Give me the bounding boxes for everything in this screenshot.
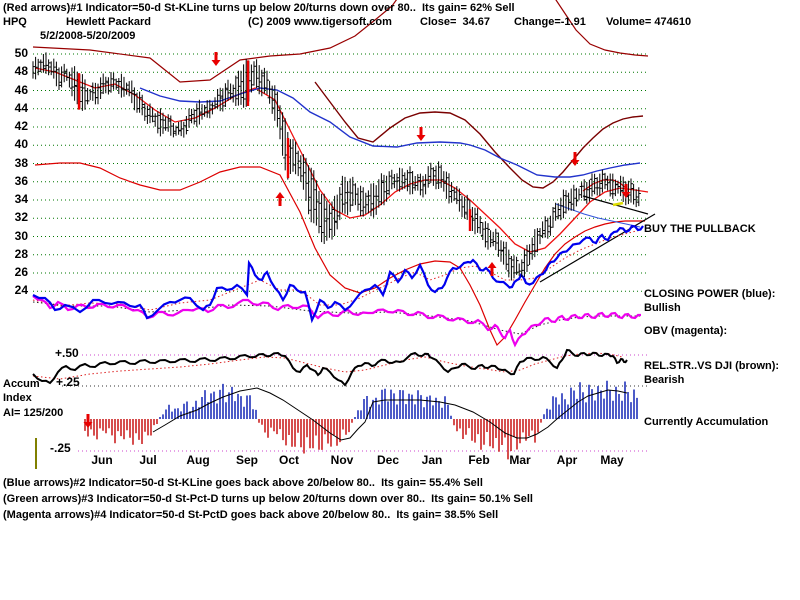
- accum-index-label-2: Index: [3, 392, 32, 404]
- sell-arrow-icon: [416, 135, 426, 141]
- price-axis-label: 28: [14, 246, 28, 261]
- indicator4-caption: (Magenta arrows)#4 Indicator=50-d St-Pct…: [3, 509, 499, 521]
- sell-arrow-icon: [573, 152, 577, 160]
- yellow-mark: [612, 201, 624, 207]
- level-plus50-label: +.50: [55, 346, 79, 360]
- month-axis-label: Nov: [330, 453, 354, 467]
- sell-arrow-icon: [83, 422, 93, 428]
- month-axis-label: Mar: [509, 453, 531, 467]
- price-axis-label: 42: [14, 119, 28, 133]
- price-axis-label: 24: [14, 283, 28, 298]
- close-value: Close= 34.67: [420, 16, 491, 28]
- month-axis-label: May: [600, 453, 624, 467]
- ticker-symbol: HPQ: [3, 16, 27, 28]
- closing-power-status: Bullish: [644, 302, 681, 314]
- price-bars: [32, 52, 641, 281]
- price-axis-label: 30: [14, 228, 28, 243]
- volume-value: Volume= 474610: [606, 16, 692, 28]
- month-axis-label: Apr: [556, 453, 578, 467]
- change-value: Change=-1.91: [514, 16, 586, 28]
- closing-power-title: CLOSING POWER (blue):: [644, 288, 776, 300]
- relstr-title: REL.STR..VS DJI (brown):: [644, 360, 780, 372]
- indicator2-caption: (Blue arrows)#2 Indicator=50-d St-KLine …: [3, 477, 483, 489]
- indicator1-caption: (Red arrows)#1 Indicator=50-d St-KLine t…: [3, 2, 515, 14]
- price-axis-label: 38: [14, 155, 28, 170]
- blue-200d-ma: [555, 203, 641, 228]
- rs-black-line: [32, 348, 628, 387]
- outer-upper-band: [32, 0, 649, 83]
- sell-arrow-icon: [211, 60, 221, 66]
- price-axis-label: 36: [14, 173, 28, 188]
- maroon-long-ma: [314, 81, 644, 189]
- company-name: Hewlett Packard: [66, 16, 151, 28]
- buy-arrow-icon: [487, 262, 497, 268]
- month-axis-label: Dec: [376, 453, 399, 467]
- level-plus25-label: +.25: [56, 375, 80, 389]
- accum-index-label-1: Accum: [3, 378, 40, 390]
- buy-arrow-icon: [278, 198, 282, 206]
- price-axis-label: 44: [14, 100, 28, 115]
- indicator3-caption: (Green arrows)#3 Indicator=50-d St-Pct-D…: [3, 493, 533, 505]
- date-range: 5/2/2008-5/20/2009: [40, 30, 136, 42]
- price-axis-label: 46: [14, 82, 28, 97]
- month-axis-label: Feb: [468, 453, 490, 467]
- price-axis-label: 32: [14, 210, 28, 225]
- sell-arrow-icon: [86, 414, 90, 422]
- trendline-up: [539, 213, 656, 283]
- copyright: (C) 2009 www.tigersoft.com: [248, 16, 392, 28]
- accum-ma-line: [152, 387, 628, 441]
- price-axis-label: 48: [14, 64, 28, 79]
- sell-arrow-icon: [419, 127, 423, 135]
- buy-arrow-icon: [275, 192, 285, 198]
- price-axis-label: 26: [14, 265, 28, 279]
- price-axis-label: 34: [14, 192, 28, 206]
- sell-arrow-icon: [214, 52, 218, 60]
- month-axis-label: Sep: [235, 453, 258, 467]
- month-axis-label: Jun: [91, 453, 113, 467]
- sell-arrow-icon: [570, 160, 580, 166]
- price-axis-label: 40: [14, 137, 28, 152]
- accum-index-value: AI= 125/200: [3, 407, 64, 419]
- month-axis-label: Jan: [421, 453, 443, 467]
- obv-title: OBV (magenta):: [644, 325, 728, 337]
- cp-blue-line: [32, 224, 644, 324]
- sell-arrow-icon: [624, 184, 628, 192]
- sell-arrow-icon: [621, 192, 631, 198]
- cp-red-dotted-ma: [32, 229, 641, 311]
- month-axis-label: Oct: [278, 453, 299, 467]
- relstr-status: Bearish: [644, 374, 685, 386]
- red-center-ma: [34, 67, 649, 253]
- buy-arrow-icon: [490, 268, 494, 276]
- month-axis-label: Jul: [139, 453, 157, 467]
- accum-status: Currently Accumulation: [644, 416, 769, 428]
- month-axis-label: Aug: [186, 453, 210, 467]
- buy-pullback-label: BUY THE PULLBACK: [644, 223, 756, 235]
- price-axis-label: 50: [14, 46, 28, 60]
- rs-red-dotted-ma: [32, 352, 623, 380]
- level-minus25-label: -.25: [50, 441, 71, 455]
